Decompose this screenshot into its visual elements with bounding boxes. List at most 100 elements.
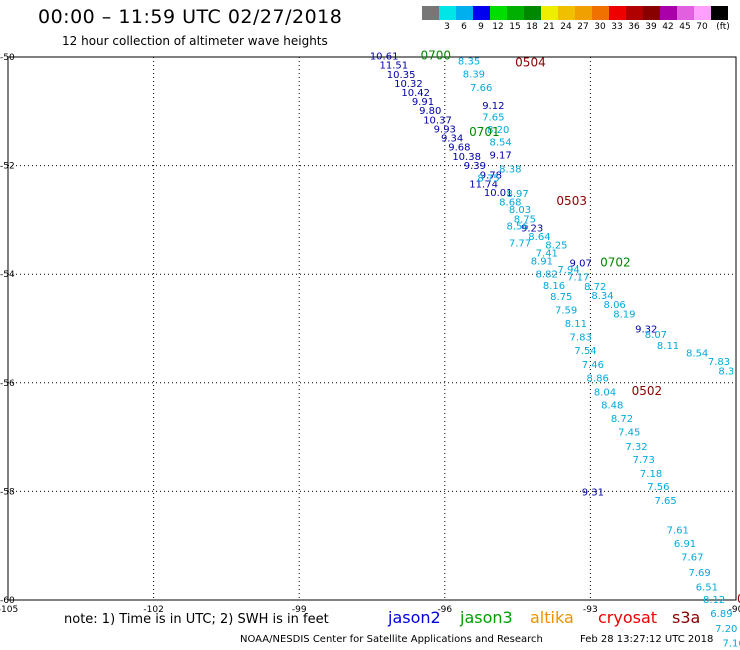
map-frame [7,56,737,601]
pass-time-label: 0503 [556,194,587,208]
wave-height-value: 8.04 [594,387,616,398]
wave-height-value: 9.39 [464,161,486,172]
pass-time-label: 0502 [632,384,663,398]
wave-height-value: 9.32 [635,325,657,336]
wave-height-value: 6.51 [696,582,718,593]
wave-height-value: 8.19 [613,309,635,320]
scale-swatch [490,6,507,20]
footer-timestamp: Feb 28 13:27:12 UTC 2018 [580,634,714,645]
scale-label: 24 [560,22,572,32]
lat-tick-label: -50 [0,53,15,63]
wave-height-value: 8.68 [499,197,521,208]
map-subtitle: 12 hour collection of altimeter wave hei… [62,34,328,48]
wave-height-value: 7.16 [722,638,740,649]
wave-height-value: 8.75 [477,174,499,185]
wave-height-value: 6.91 [674,539,696,550]
lon-tick-label: -96 [437,605,452,615]
scale-swatch [677,6,694,20]
wave-height-value: 7.73 [633,455,655,466]
wave-height-value: 8.3 [718,366,734,377]
scale-label: 21 [543,22,555,32]
wave-height-value: 10.32 [394,79,423,90]
wave-height-value: 7.18 [640,469,662,480]
wave-height-value: 8.34 [591,291,613,302]
wave-height-value: 9.34 [441,133,463,144]
wave-height-value: 8.64 [528,232,550,243]
wave-height-value: 9.68 [448,143,470,154]
wave-height-value: 7.59 [555,305,577,316]
wave-height-value: 7.65 [654,496,676,507]
wave-height-value: 11.51 [380,61,409,72]
wave-height-value: 8.75 [514,214,536,225]
scale-swatch [473,6,490,20]
wave-height-value: 8.86 [587,373,609,384]
wave-height-value: 8.82 [536,270,558,281]
scale-label: 45 [679,22,691,32]
lon-tick-label: -93 [583,605,598,615]
wave-height-value: 9.91 [412,97,434,108]
pass-time-label: 0700 [421,48,452,62]
wave-height-value: 6.89 [710,609,732,620]
scale-label: 30 [594,22,606,32]
scale-label: 6 [461,22,467,32]
scale-unit: (ft) [716,22,730,32]
lon-tick-label: -99 [292,605,307,615]
scale-label: 42 [662,22,674,32]
wave-height-value: 8.54 [686,348,708,359]
scale-swatch [694,6,711,20]
scale-label: 3 [444,22,450,32]
wave-height-value: 8.25 [545,240,567,251]
scale-label: 39 [645,22,657,32]
scale-swatch [626,6,643,20]
satellite-s3a: s3a [672,608,701,627]
wave-height-value: 8.39 [463,69,485,80]
scale-swatch [439,6,456,20]
scale-swatch [524,6,541,20]
wave-height-value: 9.93 [434,125,456,136]
pass-time-label: 0702 [600,255,631,269]
wave-height-value: 9.31 [582,487,604,498]
wave-height-value: 10.01 [484,188,513,199]
wave-height-value: 9.17 [489,151,511,162]
wave-height-value: 7.66 [470,83,492,94]
satellite-altika: altika [530,608,574,627]
scale-swatch [507,6,524,20]
wave-height-value: 8.97 [506,189,528,200]
wave-height-value: 7.17 [567,272,589,283]
scale-label: 70 [696,22,708,32]
scale-label: 27 [577,22,589,32]
scale-swatch [660,6,677,20]
scale-swatch [541,6,558,20]
wave-height-value: 10.38 [452,152,481,163]
footer-credit: NOAA/NESDIS Center for Satellite Applica… [240,634,543,645]
wave-height-value: 7.69 [688,568,710,579]
wave-height-value: 8.07 [645,330,667,341]
scale-swatch [456,6,473,20]
lat-tick-label: -54 [0,270,15,280]
wave-height-value: 7.45 [618,428,640,439]
wave-height-value: 8.48 [601,401,623,412]
wave-height-value: 10.61 [370,51,399,62]
scale-swatch [558,6,575,20]
pass-time-label: 0701 [469,125,500,139]
wave-height-value: 8.03 [509,205,531,216]
wave-height-value: 8.56 [506,221,528,232]
wave-height-value: 8.75 [550,292,572,303]
lon-tick-label: -102 [143,605,163,615]
wave-height-value: 8.72 [584,282,606,293]
scale-label: 33 [611,22,623,32]
wave-height-value: 8.38 [499,164,521,175]
scale-label: 12 [492,22,504,32]
scale-swatch [592,6,609,20]
scale-label: 36 [628,22,640,32]
wave-height-value: 9.07 [570,258,592,269]
scale-swatch [422,6,439,20]
wave-height-value: 9.23 [521,224,543,235]
wave-height-value: 8.11 [657,341,679,352]
wave-height-value: 8.72 [611,414,633,425]
wave-height-value: 8.16 [543,281,565,292]
scale-swatch [711,6,728,20]
wave-height-value: 7.32 [625,442,647,453]
footer-note: note: 1) Time is in UTC; 2) SWH is in fe… [64,612,329,627]
wave-height-value: 10.35 [387,70,416,81]
